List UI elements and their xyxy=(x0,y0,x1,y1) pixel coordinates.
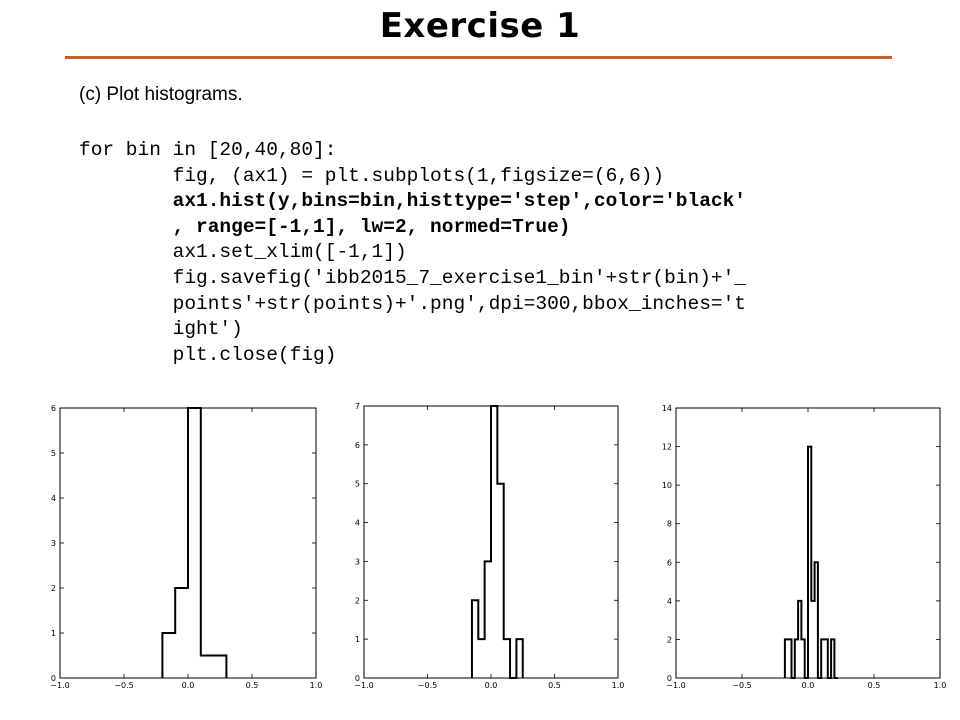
x-tick-label: 0.0 xyxy=(802,681,815,690)
code-line: ax1.hist(y,bins=bin,histtype='step',colo… xyxy=(79,190,747,213)
code-line: ight') xyxy=(79,318,243,341)
y-tick-label: 4 xyxy=(355,519,360,528)
code-line: plt.close(fig) xyxy=(79,343,337,366)
x-tick-label: −1.0 xyxy=(50,681,69,690)
y-tick-label: 0 xyxy=(355,674,360,683)
y-tick-label: 5 xyxy=(355,480,360,489)
code-line: , range=[-1,1], lw=2, normed=True) xyxy=(79,215,571,238)
histogram-bins-80: −1.0 −0.5 0.0 0.5 1.0 0 2 4 6 8 10 12 14 xyxy=(662,404,947,690)
y-tick-label: 7 xyxy=(355,402,360,411)
x-tick-label: 1.0 xyxy=(310,681,323,690)
x-tick-label: 0.5 xyxy=(868,681,881,690)
y-tick-label: 5 xyxy=(51,449,56,458)
x-tick-label: 0.5 xyxy=(548,681,561,690)
x-tick-label: −1.0 xyxy=(666,681,685,690)
x-tick-label: 1.0 xyxy=(934,681,947,690)
y-tick-label: 1 xyxy=(51,629,56,638)
code-line: fig, (ax1) = plt.subplots(1,figsize=(6,6… xyxy=(79,164,665,187)
y-tick-label: 1 xyxy=(355,635,360,644)
y-tick-label: 2 xyxy=(667,635,672,644)
x-tick-label: 1.0 xyxy=(612,681,625,690)
y-tick-label: 2 xyxy=(355,596,360,605)
y-tick-label: 14 xyxy=(662,404,672,413)
x-tick-label: 0.5 xyxy=(246,681,259,690)
y-tick-label: 2 xyxy=(51,584,56,593)
y-tick-label: 0 xyxy=(51,674,56,683)
y-tick-label: 4 xyxy=(51,494,56,503)
title-underline xyxy=(65,56,892,59)
y-tick-label: 0 xyxy=(667,674,672,683)
y-tick-label: 6 xyxy=(355,441,360,450)
y-tick-label: 6 xyxy=(667,558,672,567)
code-block: for bin in [20,40,80]: fig, (ax1) = plt.… xyxy=(79,138,746,368)
slide-subtitle: (c) Plot histograms. xyxy=(79,84,243,105)
y-tick-label: 4 xyxy=(667,597,672,606)
x-tick-label: −1.0 xyxy=(354,681,373,690)
x-tick-label: −0.5 xyxy=(114,681,133,690)
histogram-step-line xyxy=(783,445,838,679)
histogram-bins-20: −1.0 −0.5 0.0 0.5 1.0 0 1 2 3 4 5 6 xyxy=(50,404,323,690)
slide-title: Exercise 1 xyxy=(379,6,581,46)
x-tick-label: 0.0 xyxy=(485,681,498,690)
y-tick-label: 10 xyxy=(662,481,672,490)
histogram-step-line xyxy=(470,405,524,679)
x-tick-label: −0.5 xyxy=(418,681,437,690)
code-line: ax1.set_xlim([-1,1]) xyxy=(79,241,407,264)
code-line: points'+str(points)+'.png',dpi=300,bbox_… xyxy=(79,292,747,315)
y-tick-label: 3 xyxy=(51,539,56,548)
code-line: fig.savefig('ibb2015_7_exercise1_bin'+st… xyxy=(79,266,747,289)
histogram-bins-40: −1.0 −0.5 0.0 0.5 1.0 0 1 2 3 4 5 6 7 xyxy=(354,402,625,690)
x-tick-label: −0.5 xyxy=(732,681,751,690)
y-tick-label: 6 xyxy=(51,404,56,413)
code-line: for bin in [20,40,80]: xyxy=(79,139,337,161)
y-tick-label: 8 xyxy=(667,520,672,529)
x-tick-label: 0.0 xyxy=(182,681,195,690)
histogram-step-line xyxy=(161,407,228,678)
y-tick-label: 3 xyxy=(355,557,360,566)
y-tick-label: 12 xyxy=(662,443,672,452)
